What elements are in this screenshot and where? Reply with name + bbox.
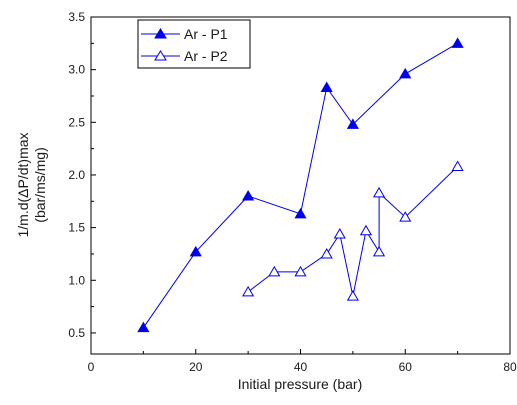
legend: Ar - P1 Ar - P2	[137, 19, 251, 69]
data-point-series-2	[372, 186, 386, 198]
x-tick-label: 0	[88, 360, 95, 374]
data-point-series-2	[320, 247, 333, 259]
y-tick-label: 1.5	[68, 221, 85, 235]
data-point-series-1	[137, 321, 150, 333]
x-tick-label: 20	[189, 360, 203, 374]
y-axis-title-line2: (bar/ms/mg)	[32, 147, 48, 222]
y-tick-label: 3.0	[68, 63, 85, 77]
data-point-series-2	[451, 160, 464, 172]
data-point-series-2	[333, 227, 346, 239]
data-point-series-1	[346, 118, 359, 129]
y-axis: 0.5 1.0 1.5 2.0 2.5 3.0 3.5	[68, 10, 96, 340]
data-point-series-1	[320, 81, 333, 93]
legend-label-p2: Ar - P2	[184, 48, 228, 64]
y-axis-title-line1: 1/m.d(ΔP/dt)max	[15, 132, 31, 237]
y-tick-label: 2.0	[68, 168, 85, 182]
data-point-series-2	[294, 265, 307, 277]
series-line-1	[142, 42, 458, 328]
data-point-series-1	[242, 190, 255, 201]
series-line-2	[247, 166, 458, 297]
y-axis-title: 1/m.d(ΔP/dt)max (bar/ms/mg)	[15, 132, 48, 237]
series-layer	[137, 37, 464, 333]
legend-marker-p1	[154, 28, 167, 39]
data-point-series-2	[372, 245, 386, 257]
data-point-series-2	[242, 285, 255, 297]
legend-marker-p2	[154, 50, 167, 61]
data-point-series-1	[399, 67, 412, 79]
data-point-series-1	[451, 37, 464, 48]
data-point-series-1	[189, 245, 202, 257]
legend-label-p1: Ar - P1	[184, 26, 228, 42]
y-tick-label: 3.5	[68, 10, 85, 24]
y-tick-label: 1.0	[68, 273, 85, 287]
x-tick-label: 40	[294, 360, 308, 374]
data-point-series-2	[268, 265, 281, 277]
data-point-series-1	[294, 207, 307, 219]
data-point-series-2	[359, 224, 373, 236]
data-point-series-2	[399, 211, 412, 222]
y-tick-label: 2.5	[68, 115, 85, 129]
x-tick-label: 60	[399, 360, 413, 374]
x-axis-title: Initial pressure (bar)	[238, 376, 363, 392]
x-axis: 0 20 40 60 80	[88, 349, 517, 374]
data-point-series-2	[346, 290, 359, 301]
y-tick-label: 0.5	[68, 326, 85, 340]
x-tick-label: 80	[503, 360, 517, 374]
